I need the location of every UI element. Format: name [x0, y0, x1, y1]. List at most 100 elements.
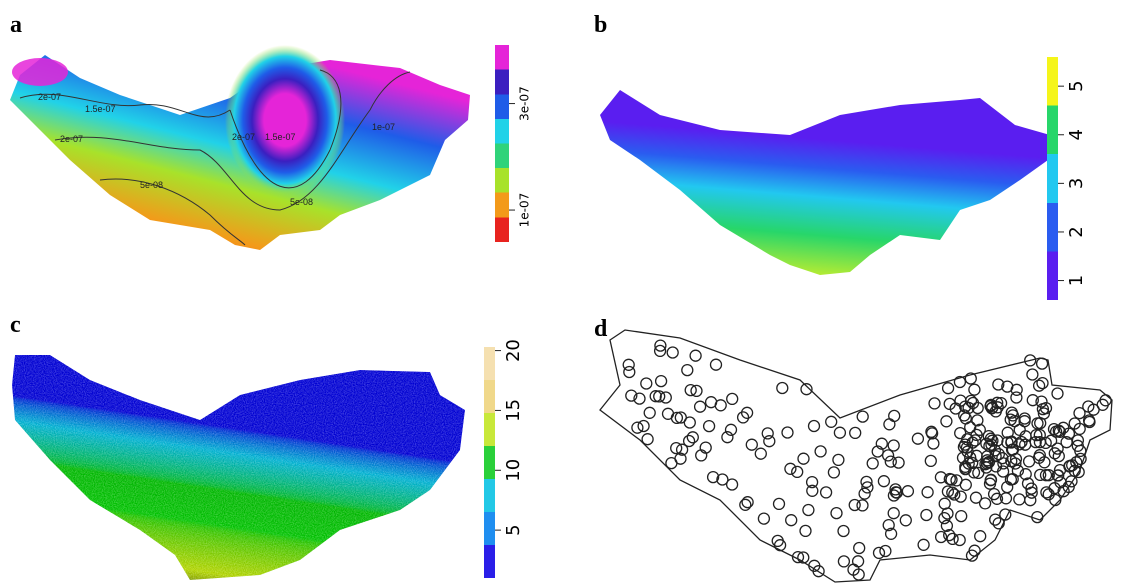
sample-point	[955, 428, 966, 439]
sample-point	[821, 487, 832, 498]
sample-point	[682, 365, 693, 376]
sample-point	[656, 376, 667, 387]
sample-point	[1027, 369, 1038, 380]
sample-point	[764, 436, 775, 447]
sample-point	[624, 367, 635, 378]
sample-point	[888, 440, 899, 451]
sample-point	[975, 531, 986, 542]
sample-point	[667, 347, 678, 358]
sample-point	[809, 421, 820, 432]
sample-point	[880, 546, 891, 557]
sample-point	[928, 438, 939, 449]
sample-point	[1025, 495, 1036, 506]
sample-point	[921, 510, 932, 521]
sample-point	[782, 427, 793, 438]
sample-point	[1032, 512, 1043, 523]
sample-point	[815, 446, 826, 457]
sample-point	[1019, 413, 1030, 424]
sample-point	[800, 525, 811, 536]
sample-point	[929, 398, 940, 409]
colorbar	[484, 347, 495, 578]
map-c	[12, 355, 465, 580]
contour-label: 2e-07	[38, 92, 61, 102]
sample-point	[884, 419, 895, 430]
map-a-peak	[225, 45, 345, 195]
sample-point	[762, 428, 773, 439]
tick-label: 5	[503, 524, 524, 535]
sample-point	[850, 427, 861, 438]
sample-point	[883, 450, 894, 461]
tick-label: 3e-07	[518, 86, 532, 121]
sample-point	[777, 383, 788, 394]
contour-label: 5e-08	[290, 197, 313, 207]
tick-label: 4	[1066, 129, 1087, 140]
sample-point	[786, 515, 797, 526]
sample-point	[969, 384, 980, 395]
map-a-peak	[12, 58, 68, 86]
panel-label: c	[10, 312, 21, 338]
tick-label: 1	[1066, 275, 1087, 286]
sample-point	[828, 467, 839, 478]
sample-point	[638, 421, 649, 432]
sample-point	[878, 476, 889, 487]
tick-label: 1e-07	[518, 193, 532, 228]
sample-point	[798, 453, 809, 464]
sample-point	[888, 508, 899, 519]
sample-point	[755, 448, 766, 459]
sample-point	[941, 416, 952, 427]
panel-label: d	[594, 316, 608, 342]
sample-point	[943, 383, 954, 394]
sample-point	[849, 500, 860, 511]
sample-point	[774, 498, 785, 509]
contour-label: 5e-08	[140, 180, 163, 190]
sample-point	[758, 513, 769, 524]
sample-point	[711, 359, 722, 370]
sample-point	[684, 417, 695, 428]
sample-point	[1052, 388, 1063, 399]
sample-point	[727, 393, 738, 404]
tick-label: 5	[1066, 80, 1087, 91]
sample-point	[1043, 489, 1054, 500]
tick-label: 15	[503, 399, 524, 422]
sample-point	[874, 547, 885, 558]
contour-label: 1.5e-07	[85, 104, 116, 114]
contour-label: 2e-07	[60, 134, 83, 144]
sample-point	[833, 454, 844, 465]
sample-point	[1019, 416, 1030, 427]
sample-point	[746, 439, 757, 450]
sample-point	[893, 457, 904, 468]
sample-point	[1014, 494, 1025, 505]
sample-point	[956, 511, 967, 522]
sample-point	[838, 556, 849, 567]
sample-point	[867, 458, 878, 469]
sample-point	[960, 413, 971, 424]
sample-point	[1037, 378, 1048, 389]
sample-point	[918, 539, 929, 550]
sample-points	[623, 340, 1111, 580]
sample-point	[854, 543, 865, 554]
contour-label: 2e-07	[232, 132, 255, 142]
panel-label: a	[10, 12, 22, 38]
sample-point	[834, 427, 845, 438]
sample-point	[954, 535, 965, 546]
tick-label: 20	[503, 339, 524, 362]
sample-point	[912, 433, 923, 444]
colorbar	[1047, 57, 1058, 300]
sample-point	[831, 508, 842, 519]
sample-point	[925, 455, 936, 466]
tick-label: 3	[1066, 178, 1087, 189]
contour-label: 1.5e-07	[265, 132, 296, 142]
sample-point	[826, 416, 837, 427]
sample-point	[644, 407, 655, 418]
sample-point	[859, 488, 870, 499]
colorbar	[495, 45, 509, 242]
tick-label: 10	[503, 459, 524, 482]
sample-point	[857, 411, 868, 422]
sample-point	[740, 499, 751, 510]
sample-point	[1034, 380, 1045, 391]
sample-point	[792, 466, 803, 477]
sample-point	[695, 401, 706, 412]
figure: a 2e-07 1.5e-07 2e-07 5e-08 2e-07 1.5e-0…	[0, 0, 1129, 585]
sample-point	[1037, 358, 1048, 369]
map-b	[600, 90, 1050, 275]
